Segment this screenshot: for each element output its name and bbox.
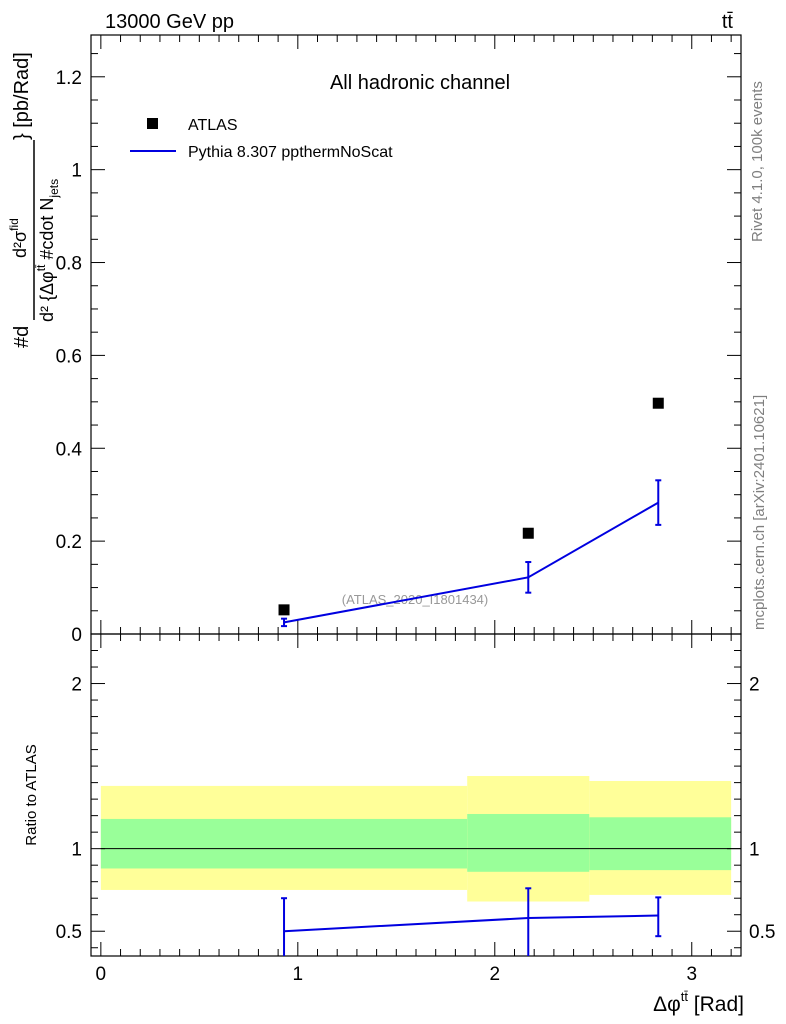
ratio-y-tick-label-left: 1	[71, 840, 82, 861]
analysis-watermark: (ATLAS_2020_I1801434)	[342, 592, 488, 607]
atlas-data-point	[652, 397, 664, 409]
ratio-y-tick-label-right: 0.5	[749, 922, 775, 943]
ratio-y-tick-labels: 0.5 0.5 1 1 2 2	[56, 675, 776, 944]
ratio-uncertainty-bands	[100, 776, 741, 902]
ylabel-numerator: d²σfid	[7, 218, 30, 258]
main-y-axis-label: #d d²σfid d² {Δφtt̄ #cdot Njets } [pb/Ra…	[7, 52, 61, 348]
mcplots-label: mcplots.cern.ch [arXiv:2401.10621]	[751, 395, 768, 630]
main-y-tick-label: 0.8	[56, 254, 82, 275]
x-tick-label: 1	[293, 964, 304, 985]
legend-atlas-label: ATLAS	[188, 117, 238, 134]
inner-band-0	[100, 818, 468, 869]
ylabel-unit: } [pb/Rad]	[11, 52, 33, 140]
ratio-y-tick-label-right: 1	[749, 840, 760, 861]
main-y-tick-label: 0	[71, 625, 82, 646]
inner-band-2	[589, 817, 732, 871]
ratio-y-tick-label-left: 2	[71, 675, 82, 696]
legend-atlas-marker	[147, 118, 158, 129]
main-y-tick-label: 0.4	[56, 439, 83, 460]
inner-band-1	[467, 813, 590, 872]
rivet-version-label: Rivet 4.1.0, 100k events	[749, 81, 766, 242]
main-y-tick-label: 1.2	[56, 68, 82, 89]
x-tick-label: 3	[686, 964, 697, 985]
ratio-pythia-line	[283, 914, 659, 933]
atlas-data-point	[522, 527, 534, 539]
ratio-data-layer	[281, 887, 662, 956]
x-tick-label: 0	[96, 964, 107, 985]
ratio-axis-ticks	[91, 633, 741, 956]
legend: ATLAS Pythia 8.307 ppthermNoScat	[130, 117, 393, 161]
main-y-tick-label: 0.2	[56, 532, 82, 553]
x-axis-label: Δφtt̄ [Rad]	[653, 989, 744, 1016]
ratio-y-tick-label-right: 2	[749, 675, 760, 696]
ylabel-hash-d: #d	[11, 326, 33, 348]
main-y-tick-labels: 0 0.2 0.4 0.6 0.8 1 1.2	[56, 68, 83, 646]
atlas-data-point	[278, 604, 290, 616]
x-tick-labels: 0 1 2 3	[96, 964, 697, 985]
main-y-tick-label: 0.6	[56, 346, 82, 367]
ylabel-denominator: d² {Δφtt̄ #cdot Njets	[34, 179, 61, 322]
ratio-y-axis-label: Ratio to ATLAS	[23, 744, 40, 845]
main-data-layer	[278, 397, 664, 628]
x-tick-label: 2	[489, 964, 500, 985]
main-title: All hadronic channel	[330, 72, 510, 94]
ratio-y-tick-label-left: 0.5	[56, 922, 82, 943]
legend-pythia-label: Pythia 8.307 ppthermNoScat	[188, 144, 393, 161]
energy-label: 13000 GeV pp	[105, 11, 234, 33]
process-label: tt̄	[722, 11, 734, 33]
main-y-tick-label: 1	[71, 161, 82, 182]
